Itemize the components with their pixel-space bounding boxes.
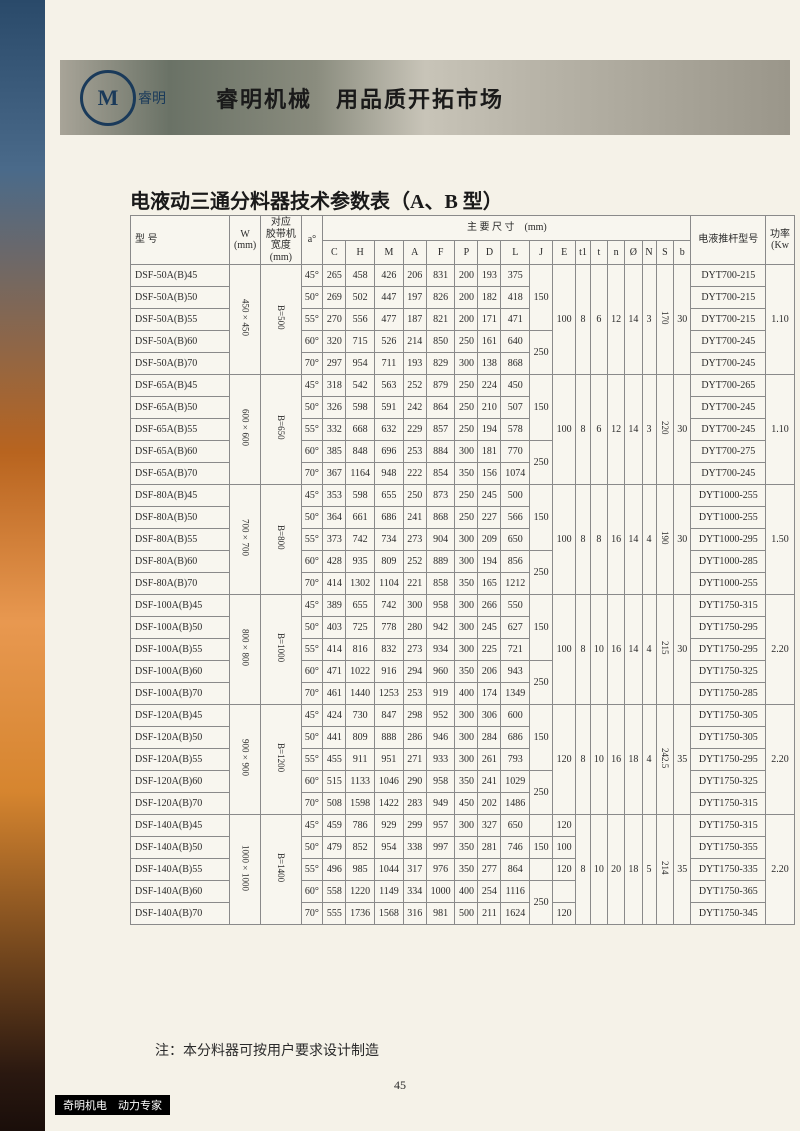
table-row: DSF-100A(B)45800×800B=100045°38965574230… (131, 595, 795, 617)
table-row: DSF-80A(B)45700×700B=80045°3535986552508… (131, 485, 795, 507)
page-title: 电液动三通分料器技术参数表（A、B 型） (130, 185, 503, 214)
table-row: DSF-50A(B)45450×450B=50045°2654584262068… (131, 265, 795, 287)
logo-icon: M (80, 70, 136, 126)
scan-edge (0, 0, 45, 1131)
page-header: M 睿明 睿明机械 用品质开拓市场 (60, 60, 790, 135)
page-number: 45 (0, 1078, 800, 1093)
table-row: DSF-140A(B)451000×1000B=140045°459786929… (131, 815, 795, 837)
table-row: DSF-120A(B)45900×900B=120045°42473084729… (131, 705, 795, 727)
logo-subtitle: 睿明 (138, 88, 166, 108)
footer-tag: 奇明机电 动力专家 (55, 1095, 170, 1115)
spec-table: 型 号 W(mm) 对应胶带机宽度(mm) a° 主 要 尺 寸 (mm) 电液… (130, 215, 795, 925)
header-slogan: 睿明机械 用品质开拓市场 (216, 82, 504, 114)
table-row: DSF-65A(B)45600×600B=65045°3185425632528… (131, 375, 795, 397)
footnote: 注：本分料器可按用户要求设计制造 (155, 1040, 379, 1060)
